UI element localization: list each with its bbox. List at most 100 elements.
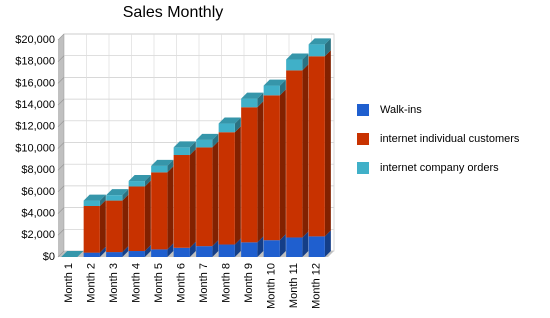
legend-label: Walk-ins [380,104,422,116]
bar-side [189,149,196,248]
bar [151,165,168,173]
bar [196,147,213,247]
bar-side [122,189,129,201]
bar [308,56,325,237]
bar-side [324,230,331,257]
bar-side [302,231,309,257]
bar [286,237,303,257]
bar-side [257,101,264,243]
bar-side [212,240,219,257]
bar-side [324,38,331,57]
bar [106,195,123,201]
x-tick-label: Month 2 [86,263,98,303]
bar-side [189,241,196,257]
bar [151,249,168,257]
legend-label: internet individual customers [380,133,520,145]
bar-side [257,92,264,108]
x-tick-label: Month 9 [243,263,255,303]
x-tick-label: Month 5 [153,263,165,303]
grid-line-wall [57,33,65,41]
bar-side [324,50,331,237]
bar-side [122,246,129,257]
bar-top [128,175,151,182]
x-tick-label: Month 10 [266,263,278,309]
y-tick-label: $12,000 [15,121,55,133]
grid-line-wall [57,55,65,62]
y-tick-label: $20,000 [15,34,55,46]
x-tick-label: Month 4 [131,263,143,303]
x-tick-label: Month 6 [176,263,188,303]
y-tick-label: $2,000 [21,229,55,241]
grid-line-wall [57,250,65,258]
legend-swatch [357,133,369,145]
x-tick-label: Month 1 [63,263,75,303]
grid-line-wall [57,185,65,193]
bar-top [83,194,106,201]
bar-top [218,117,241,124]
bar [173,147,190,156]
bar-top [196,133,219,140]
bar [173,247,190,257]
bar [263,95,280,241]
y-tick-label: $18,000 [15,56,55,68]
bar [196,246,213,257]
bar [241,242,258,257]
bar-side [122,194,129,253]
bar-side [99,200,106,253]
bar-top [308,38,331,45]
bar-side [144,245,151,257]
y-tick-label: $8,000 [21,164,55,176]
bar [128,186,145,252]
bar [83,206,100,253]
bar [128,181,145,187]
bar-side [99,246,106,257]
x-tick-label: Month 8 [221,263,233,303]
y-tick-label: $14,000 [15,99,55,111]
bar-side [189,141,196,156]
bar [308,236,325,257]
bar-top [151,159,174,166]
bar [83,200,100,207]
bar [83,252,100,257]
bar-side [167,159,174,173]
y-tick-label: $6,000 [21,186,55,198]
bar-top [263,79,286,86]
bar [218,244,235,257]
bar-top [286,53,309,60]
bar [196,139,213,148]
bar-side [234,117,241,133]
bar [308,44,325,57]
y-tick-label: $16,000 [15,77,55,89]
bar-side [144,175,151,187]
bar [286,70,303,238]
bar [263,85,280,96]
x-tick-label: Month 12 [311,263,323,309]
bar [218,123,235,133]
grid-line-wall [57,163,65,171]
bar-side [99,194,106,207]
bar-top [173,141,196,148]
bar [218,132,235,245]
bar-side [257,236,264,257]
bar-side [212,141,219,247]
bar-side [234,238,241,257]
y-tick-label: $4,000 [21,208,55,220]
grid-line-wall [57,207,65,214]
bar-side [167,166,174,250]
bar-side [212,133,219,148]
y-tick-label: $0 [43,251,55,263]
bar-side [234,126,241,245]
bar-top [106,189,129,196]
bar [241,107,258,243]
bar [241,98,258,108]
bar [173,155,190,248]
y-tick-label: $10,000 [15,142,55,154]
x-tick-label: Month 3 [108,263,120,303]
legend-swatch [357,104,369,116]
bar [106,252,123,257]
grid-line-wall [57,229,65,236]
bar [106,200,123,253]
x-tick-label: Month 7 [198,263,210,303]
x-tick-label: Month 11 [288,263,300,308]
